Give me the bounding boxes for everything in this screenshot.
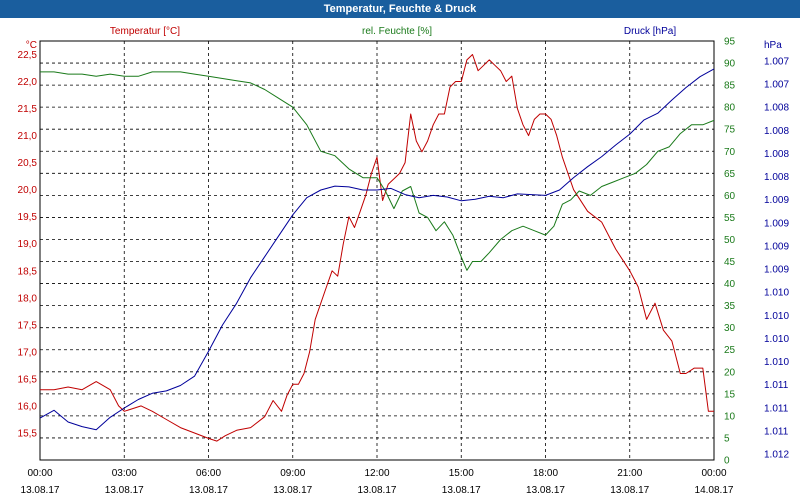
- x-tick-date: 13.08.17: [21, 485, 60, 496]
- x-tick-date: 13.08.17: [526, 485, 565, 496]
- x-tick-date: 13.08.17: [442, 485, 481, 496]
- humidity-tick-label: 10: [724, 411, 736, 422]
- window-title: Temperatur, Feuchte & Druck: [0, 0, 800, 18]
- pressure-tick-label: 1.012: [764, 450, 789, 461]
- pressure-tick-label: 1.010: [764, 288, 789, 299]
- humidity-tick-label: 45: [724, 257, 736, 268]
- humidity-tick-label: 5: [724, 433, 730, 444]
- temperature-tick-label: 22,5: [18, 50, 38, 61]
- series-line-pressure: [39, 68, 715, 431]
- x-tick-time: 12:00: [364, 468, 389, 479]
- humidity-tick-label: 80: [724, 103, 736, 114]
- legend-temperature: Temperatur [°C]: [110, 26, 180, 37]
- series-line-temperature: [40, 54, 714, 442]
- series-line-humidity: [40, 71, 715, 271]
- x-tick-date: 13.08.17: [105, 485, 144, 496]
- temperature-tick-label: 19,5: [18, 212, 38, 223]
- axis-labels: 15,5 16,0 16,5 17,0 17,5 18,0 18,5 19,0 19,5 20,0…: [18, 26, 790, 496]
- humidity-tick-label: 95: [724, 37, 736, 48]
- pressure-tick-label: 1.007: [764, 80, 789, 91]
- humidity-tick-label: 40: [724, 279, 736, 290]
- x-tick-time: 18:00: [533, 468, 558, 479]
- pressure-tick-label: 1.011: [764, 380, 789, 391]
- humidity-tick-label: 65: [724, 169, 736, 180]
- humidity-tick-label: 0: [724, 456, 730, 467]
- pressure-tick-label: 1.008: [764, 149, 789, 160]
- x-tick-date: 14.08.17: [695, 485, 734, 496]
- humidity-tick-label: 70: [724, 147, 736, 158]
- humidity-tick-label: 50: [724, 235, 736, 246]
- humidity-tick-label: 15: [724, 389, 736, 400]
- temperature-tick-label: 20,0: [18, 185, 38, 196]
- humidity-tick-label: 30: [724, 323, 736, 334]
- x-tick-time: 00:00: [701, 468, 726, 479]
- pressure-tick-label: 1.008: [764, 172, 789, 183]
- humidity-tick-label: 35: [724, 301, 736, 312]
- series-lines: [39, 54, 715, 442]
- pressure-tick-label: 1.008: [764, 126, 789, 137]
- pressure-tick-label: 1.009: [764, 265, 789, 276]
- temperature-tick-label: 19,0: [18, 239, 38, 250]
- pressure-tick-label: 1.011: [764, 426, 789, 437]
- temperature-tick-label: 21,5: [18, 104, 38, 115]
- legend-pressure: Druck [hPa]: [624, 26, 676, 37]
- temperature-tick-label: 22,0: [18, 77, 38, 88]
- x-tick-time: 21:00: [617, 468, 642, 479]
- grid: [40, 40, 714, 460]
- x-tick-date: 13.08.17: [189, 485, 228, 496]
- pressure-unit-label: hPa: [764, 40, 782, 51]
- pressure-tick-label: 1.009: [764, 218, 789, 229]
- humidity-tick-label: 60: [724, 191, 736, 202]
- pressure-tick-label: 1.010: [764, 311, 789, 322]
- humidity-tick-label: 90: [724, 59, 736, 70]
- temperature-tick-label: 18,0: [18, 293, 38, 304]
- temperature-tick-label: 15,5: [18, 428, 38, 439]
- humidity-tick-label: 25: [724, 345, 736, 356]
- humidity-tick-label: 20: [724, 367, 736, 378]
- humidity-tick-label: 55: [724, 213, 736, 224]
- x-tick-date: 13.08.17: [273, 485, 312, 496]
- x-tick-time: 06:00: [196, 468, 221, 479]
- pressure-tick-label: 1.010: [764, 334, 789, 345]
- legend-humidity: rel. Feuchte [%]: [362, 26, 432, 37]
- plot-frame: [39, 40, 715, 461]
- humidity-tick-label: 75: [724, 125, 736, 136]
- x-tick-date: 13.08.17: [610, 485, 649, 496]
- x-tick-date: 13.08.17: [358, 485, 397, 496]
- pressure-tick-label: 1.008: [764, 103, 789, 114]
- temperature-tick-label: 18,5: [18, 266, 38, 277]
- pressure-tick-label: 1.009: [764, 241, 789, 252]
- pressure-tick-label: 1.009: [764, 195, 789, 206]
- pressure-tick-label: 1.007: [764, 57, 789, 68]
- temperature-tick-label: 17,5: [18, 320, 38, 331]
- humidity-tick-label: 85: [724, 81, 736, 92]
- temperature-tick-label: 16,5: [18, 374, 38, 385]
- temperature-tick-label: 16,0: [18, 401, 38, 412]
- temperature-tick-label: 17,0: [18, 347, 38, 358]
- x-tick-time: 00:00: [27, 468, 52, 479]
- pressure-tick-label: 1.011: [764, 403, 789, 414]
- plot-border: [39, 40, 715, 461]
- x-tick-time: 03:00: [112, 468, 137, 479]
- temperature-tick-label: 20,5: [18, 158, 38, 169]
- pressure-tick-label: 1.010: [764, 357, 789, 368]
- temperature-unit-label: °C: [26, 40, 37, 51]
- x-tick-time: 15:00: [449, 468, 474, 479]
- temperature-tick-label: 21,0: [18, 131, 38, 142]
- x-tick-time: 09:00: [280, 468, 305, 479]
